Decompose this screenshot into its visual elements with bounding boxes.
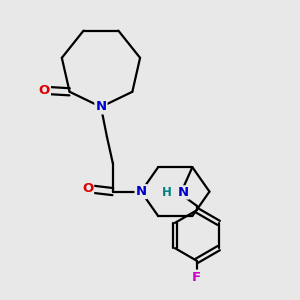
Text: F: F <box>192 271 201 284</box>
Text: N: N <box>95 100 106 113</box>
Text: H: H <box>162 186 172 199</box>
Text: O: O <box>82 182 93 195</box>
Text: N: N <box>136 185 147 198</box>
Text: O: O <box>39 84 50 97</box>
Text: N: N <box>178 186 189 199</box>
